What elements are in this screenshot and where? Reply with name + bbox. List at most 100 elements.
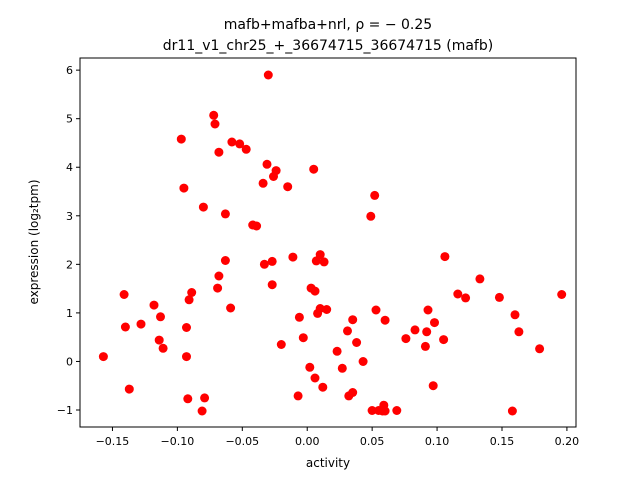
data-point	[283, 182, 293, 192]
data-point	[557, 290, 567, 299]
data-point	[263, 70, 273, 80]
data-point	[235, 139, 245, 149]
data-point	[183, 394, 193, 404]
data-point	[200, 393, 210, 403]
chart-title-line2: dr11_v1_chr25_+_36674715_36674715 (mafb)	[163, 38, 493, 54]
data-point	[440, 252, 450, 262]
y-tick-label: 0	[66, 355, 73, 368]
data-point	[535, 344, 545, 354]
data-point	[271, 166, 281, 176]
data-point	[213, 283, 223, 293]
data-point	[348, 315, 358, 325]
data-point	[136, 319, 146, 329]
plot-points	[98, 70, 567, 416]
data-point	[475, 274, 485, 284]
y-tick-label: 4	[66, 161, 73, 174]
data-point	[410, 325, 420, 335]
data-point	[318, 382, 328, 392]
y-tick-label: 2	[66, 258, 73, 271]
data-point	[358, 357, 368, 366]
data-point	[332, 346, 342, 356]
data-point	[241, 144, 251, 154]
data-point	[267, 256, 277, 266]
x-tick-label: −0.15	[96, 435, 130, 448]
data-point	[348, 388, 358, 397]
data-point	[98, 352, 108, 362]
y-tick-label: 1	[66, 307, 73, 320]
data-point	[119, 290, 129, 299]
data-point	[227, 137, 237, 147]
data-point	[315, 250, 325, 260]
data-point	[510, 310, 520, 320]
data-point	[120, 322, 130, 332]
data-point	[209, 110, 219, 120]
x-tick-label: 0.05	[360, 435, 385, 448]
data-point	[366, 211, 376, 221]
data-point	[453, 289, 463, 299]
data-point	[176, 134, 186, 144]
data-point	[288, 252, 298, 262]
data-point	[401, 334, 411, 344]
x-axis-label: activity	[306, 456, 350, 470]
y-tick-label: −1	[57, 404, 73, 417]
plot-frame	[79, 57, 577, 428]
x-tick-label: 0.00	[295, 435, 320, 448]
data-point	[423, 305, 433, 315]
data-point	[420, 341, 430, 351]
data-point	[343, 326, 352, 336]
data-point	[214, 147, 224, 157]
x-tick-label: −0.05	[225, 435, 259, 448]
data-point	[337, 363, 347, 373]
data-point	[380, 315, 390, 325]
y-tick-label: 6	[66, 64, 73, 77]
x-tick-label: 0.10	[425, 435, 450, 448]
data-point	[259, 259, 269, 269]
data-point	[267, 280, 277, 290]
data-point	[226, 303, 236, 313]
data-point	[309, 164, 319, 174]
data-point	[310, 373, 320, 383]
y-axis-ticks: −1 0 1 2 3 4 5 6	[57, 64, 80, 417]
data-point	[276, 340, 286, 349]
data-point	[371, 305, 381, 315]
data-point	[494, 292, 504, 302]
data-point	[187, 288, 197, 297]
x-tick-label: −0.10	[161, 435, 195, 448]
data-point	[319, 257, 329, 267]
data-point	[220, 209, 230, 219]
data-point	[149, 300, 159, 310]
data-point	[258, 178, 268, 188]
data-point	[298, 333, 308, 343]
data-point	[154, 335, 164, 345]
data-point	[507, 406, 517, 416]
x-tick-label: 0.20	[555, 435, 580, 448]
data-point	[184, 295, 194, 305]
y-axis-label: expression (log₂tpm)	[27, 179, 41, 304]
data-point	[428, 381, 438, 391]
data-point	[262, 159, 272, 169]
data-point	[124, 384, 134, 394]
data-point	[198, 202, 208, 212]
data-point	[422, 327, 432, 337]
y-tick-label: 5	[66, 113, 73, 126]
data-point	[310, 286, 320, 296]
data-point	[322, 305, 332, 314]
data-point	[294, 312, 304, 322]
x-axis-ticks: −0.15 −0.10 −0.05 0.00 0.05 0.10 0.15 0.20	[96, 427, 580, 448]
data-point	[156, 312, 165, 322]
data-point	[293, 391, 303, 401]
data-point	[305, 362, 315, 372]
chart-title-line1: mafb+mafba+nrl, ρ = − 0.25	[224, 17, 432, 33]
data-point	[367, 406, 377, 415]
data-point	[210, 119, 220, 129]
data-point	[214, 271, 224, 281]
data-point	[252, 221, 262, 231]
x-tick-label: 0.15	[490, 435, 515, 448]
data-point	[370, 190, 380, 200]
data-point	[182, 323, 191, 332]
data-point	[158, 343, 168, 353]
data-point	[352, 338, 362, 347]
data-point	[514, 327, 524, 337]
data-point	[430, 318, 439, 328]
